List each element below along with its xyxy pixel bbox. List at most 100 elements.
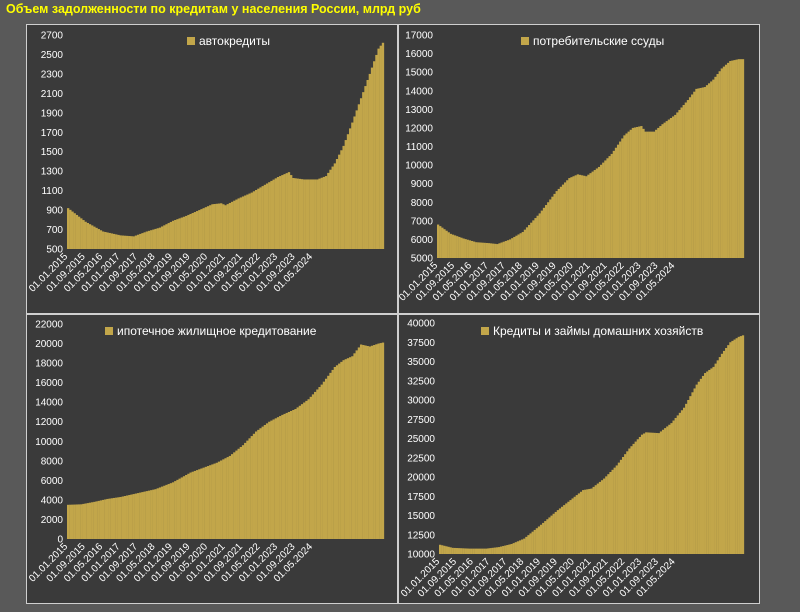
bar [204,207,208,249]
bar [252,433,256,539]
bar [366,345,369,539]
bar [331,166,334,249]
bar [483,242,486,258]
bar [577,493,581,554]
y-tick-label: 2100 [41,89,64,100]
bar [496,244,499,258]
bar [714,76,717,258]
y-tick-label: 1100 [41,186,63,197]
bar [570,177,573,258]
bar [351,356,354,539]
bar [296,178,299,249]
bar [657,433,661,554]
bar [82,503,85,539]
bar [200,468,203,539]
bar [500,546,503,554]
bar [665,121,668,258]
bar [377,343,380,539]
bar [73,213,76,249]
bar [621,138,624,258]
bar [281,414,284,539]
bar [481,242,484,258]
bar [530,222,533,258]
y-tick-label: 4000 [41,495,64,506]
bar [659,126,662,258]
bar [259,187,262,249]
bar [198,210,201,249]
bar [704,373,707,554]
bar [596,483,600,554]
chart-panel-mortgage: 0 2000 4000 6000 8000 10000 12000 14000 16000 180… [26,314,398,604]
bar [268,182,271,249]
bar [527,535,530,554]
bar [379,343,382,539]
bar [130,236,133,249]
y-tick-label: 35000 [407,357,435,368]
bar [233,452,236,539]
bar [574,175,577,258]
bar [712,366,715,554]
bar [691,94,694,258]
legend-swatch [187,37,195,45]
y-tick-label: 12000 [35,417,63,428]
bar [540,210,544,258]
chart-panel-household-loans: 10000 12500 15000 17500 20000 22500 25000 27500… [398,314,760,604]
bar [701,375,705,554]
legend-label: Кредиты и займы домашних хозяйств [493,324,703,338]
bar [706,371,709,554]
bar [349,128,352,249]
bar [445,230,448,258]
bar [517,234,520,258]
bar [101,499,105,539]
bar [198,469,201,539]
y-tick-label: 22000 [35,320,63,331]
page-title: Объем задолженности по кредитам у населе… [6,2,421,16]
bar [292,410,295,539]
bar [576,174,580,259]
bar [652,131,656,258]
bar [80,218,83,249]
bar [182,216,186,249]
bar [305,179,308,249]
bar [263,184,267,249]
bar [86,222,90,249]
bar [128,495,131,539]
bar [464,239,467,258]
bar [453,547,456,554]
bar [228,202,232,249]
bar [710,368,713,554]
y-tick-label: 25000 [407,434,435,445]
bar [525,227,529,258]
bar [491,547,494,554]
bar [287,411,291,539]
bar [666,426,669,554]
bar [634,441,637,554]
bar [647,432,650,554]
bar [489,243,493,258]
bar [206,206,210,249]
y-tick-label: 32500 [407,376,435,387]
bar [672,420,675,554]
bar [693,91,696,259]
y-tick-label: 500 [46,245,63,256]
bar [561,184,565,258]
bar [460,548,463,554]
bar [233,200,236,249]
bar [95,227,98,249]
bar [224,205,227,249]
bar [542,207,546,258]
bar [294,178,297,249]
bar [739,59,743,258]
bar [631,127,635,258]
bar [547,202,550,258]
bar [381,342,385,539]
chart-panel-consumer-loans: 5000 6000 7000 8000 9000 10000 11000 12000 13000… [398,24,760,314]
bar [470,240,474,258]
bar [373,61,376,250]
bar [443,545,446,554]
bar [195,470,199,539]
bar [185,474,188,539]
bar [377,48,380,250]
y-tick-label: 37500 [407,338,435,349]
y-tick-label: 2300 [41,69,64,80]
